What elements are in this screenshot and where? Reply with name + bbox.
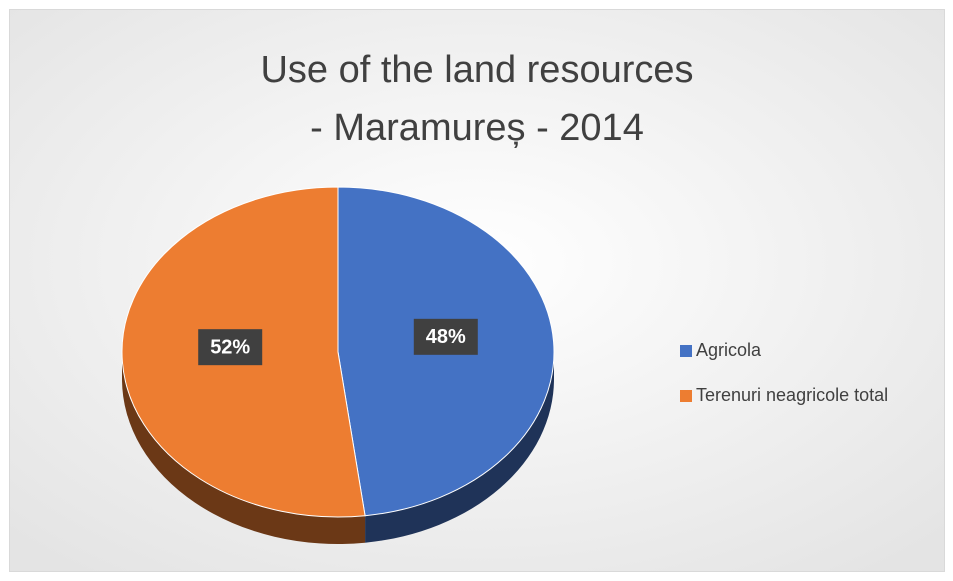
- pie-side: [365, 352, 554, 543]
- pie-side: [122, 352, 366, 544]
- data-label: 48%: [426, 326, 466, 348]
- chart-title: - Maramureș - 2014: [310, 107, 644, 149]
- legend-swatch: [680, 345, 692, 357]
- legend-swatch: [680, 390, 692, 402]
- chart-title: Use of the land resources: [260, 49, 693, 91]
- data-label-box: [198, 329, 263, 366]
- legend-label: Terenuri neagricole total: [696, 385, 888, 405]
- data-label-box: [413, 318, 478, 355]
- data-label: 52%: [210, 336, 250, 358]
- legend-label: Agricola: [696, 340, 762, 360]
